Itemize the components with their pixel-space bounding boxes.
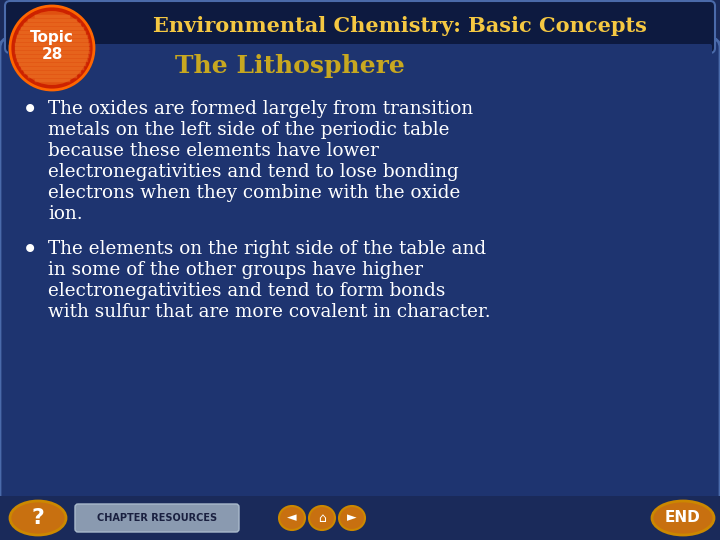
Text: electrons when they combine with the oxide: electrons when they combine with the oxi…	[48, 184, 460, 202]
Text: CHAPTER RESOURCES: CHAPTER RESOURCES	[97, 513, 217, 523]
FancyBboxPatch shape	[8, 44, 712, 86]
Ellipse shape	[309, 506, 335, 530]
FancyBboxPatch shape	[75, 504, 239, 532]
Text: in some of the other groups have higher: in some of the other groups have higher	[48, 261, 423, 279]
Text: with sulfur that are more covalent in character.: with sulfur that are more covalent in ch…	[48, 303, 490, 321]
Text: ►: ►	[347, 511, 357, 524]
Text: Topic
28: Topic 28	[30, 30, 74, 62]
Ellipse shape	[652, 501, 714, 535]
Text: Environmental Chemistry: Basic Concepts: Environmental Chemistry: Basic Concepts	[153, 16, 647, 36]
Circle shape	[10, 6, 94, 90]
Text: electronegativities and tend to form bonds: electronegativities and tend to form bon…	[48, 282, 446, 300]
Text: The oxides are formed largely from transition: The oxides are formed largely from trans…	[48, 100, 473, 118]
Text: ◄: ◄	[287, 511, 297, 524]
Ellipse shape	[10, 501, 66, 535]
Text: because these elements have lower: because these elements have lower	[48, 142, 379, 160]
Text: ion.: ion.	[48, 205, 83, 223]
Ellipse shape	[279, 506, 305, 530]
Text: The elements on the right side of the table and: The elements on the right side of the ta…	[48, 240, 486, 258]
Text: electronegativities and tend to lose bonding: electronegativities and tend to lose bon…	[48, 163, 459, 181]
Text: ⌂: ⌂	[318, 511, 326, 524]
FancyBboxPatch shape	[5, 1, 715, 53]
Ellipse shape	[339, 506, 365, 530]
Text: •: •	[22, 98, 38, 125]
FancyBboxPatch shape	[0, 496, 720, 540]
Text: The Lithosphere: The Lithosphere	[175, 54, 405, 78]
Circle shape	[15, 11, 89, 85]
Text: metals on the left side of the periodic table: metals on the left side of the periodic …	[48, 121, 449, 139]
Text: END: END	[665, 510, 701, 525]
Text: •: •	[22, 238, 38, 265]
FancyBboxPatch shape	[0, 38, 720, 506]
Text: ?: ?	[32, 508, 45, 528]
